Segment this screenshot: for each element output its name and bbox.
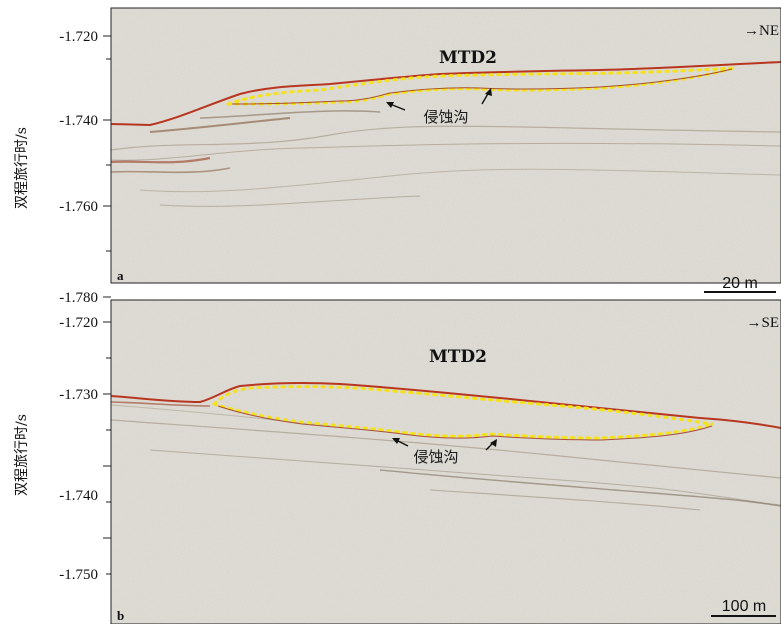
arrow-icon bbox=[392, 438, 409, 447]
erosion-channel-label: 侵蚀沟 bbox=[423, 108, 468, 126]
y-axis-label-b: 双程旅行时/s bbox=[14, 414, 30, 496]
scale-bar-label: 20 m bbox=[722, 275, 758, 292]
seafloor-line-b bbox=[111, 381, 781, 429]
unit-label-mtd2: MTD2 bbox=[439, 48, 497, 68]
reflectors-a bbox=[111, 61, 781, 207]
arrow-icon bbox=[386, 102, 406, 111]
seafloor-line-a bbox=[111, 61, 781, 127]
y-axis-label-a: 双程旅行时/s bbox=[14, 127, 30, 209]
scale-bar-label: 100 m bbox=[722, 598, 766, 615]
panel-a: -1.720 -1.740 -1.760 -1.780 MTD2 →NE 侵蚀沟… bbox=[59, 7, 781, 306]
tick-label: -1.720 bbox=[59, 29, 98, 45]
panel-letter: b bbox=[117, 608, 124, 623]
y-axis-ticks-b bbox=[103, 321, 111, 575]
direction-label: →NE bbox=[744, 23, 779, 39]
tick-label: -1.740 bbox=[59, 113, 98, 129]
y-axis-ticks-a bbox=[103, 35, 111, 298]
seismic-noise-a bbox=[111, 8, 781, 283]
unit-label-mtd2: MTD2 bbox=[429, 347, 487, 367]
mtd-base-dots-a bbox=[226, 66, 736, 106]
panel-a-frame bbox=[110, 7, 781, 284]
erosion-channel-label: 侵蚀沟 bbox=[413, 448, 458, 466]
tick-label: -1.750 bbox=[59, 567, 98, 583]
panel-b-frame bbox=[110, 299, 781, 624]
mtd-top-dots-b bbox=[212, 385, 714, 426]
tick-label: -1.780 bbox=[59, 290, 98, 306]
mtd-top-dots-a bbox=[226, 66, 736, 106]
panel-letter: a bbox=[117, 268, 124, 283]
tick-label: -1.740 bbox=[59, 488, 98, 504]
tick-label: -1.730 bbox=[59, 387, 98, 403]
tick-label: -1.760 bbox=[59, 199, 98, 215]
reflectors-b bbox=[111, 381, 781, 511]
panel-b: -1.720 -1.730 -1.740 -1.750 MTD2 →SE 侵蚀沟… bbox=[59, 299, 781, 624]
mtd-base-dots-b bbox=[212, 402, 714, 440]
arrow-icon bbox=[481, 88, 492, 105]
arrow-icon bbox=[485, 439, 497, 451]
direction-label: →SE bbox=[746, 315, 779, 331]
seismic-noise-b bbox=[111, 300, 781, 624]
tick-label: -1.720 bbox=[59, 315, 98, 331]
